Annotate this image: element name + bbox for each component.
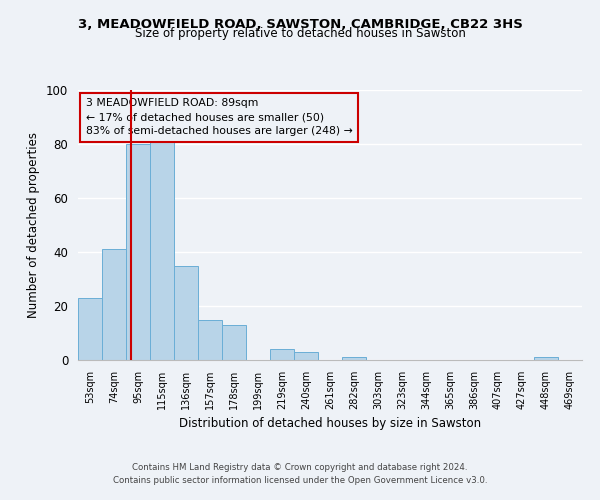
Bar	[126, 144, 150, 360]
Y-axis label: Number of detached properties: Number of detached properties	[28, 132, 40, 318]
Text: 3 MEADOWFIELD ROAD: 89sqm
← 17% of detached houses are smaller (50)
83% of semi-: 3 MEADOWFIELD ROAD: 89sqm ← 17% of detac…	[86, 98, 352, 136]
Bar	[294, 352, 318, 360]
Text: Size of property relative to detached houses in Sawston: Size of property relative to detached ho…	[134, 28, 466, 40]
Bar	[78, 298, 102, 360]
Bar	[222, 325, 246, 360]
Bar	[270, 349, 294, 360]
Bar	[342, 358, 366, 360]
Bar	[534, 358, 558, 360]
Bar	[198, 320, 222, 360]
Bar	[174, 266, 198, 360]
X-axis label: Distribution of detached houses by size in Sawston: Distribution of detached houses by size …	[179, 418, 481, 430]
Bar	[150, 133, 174, 360]
Bar	[102, 250, 126, 360]
Text: Contains HM Land Registry data © Crown copyright and database right 2024.
Contai: Contains HM Land Registry data © Crown c…	[113, 463, 487, 485]
Text: 3, MEADOWFIELD ROAD, SAWSTON, CAMBRIDGE, CB22 3HS: 3, MEADOWFIELD ROAD, SAWSTON, CAMBRIDGE,…	[77, 18, 523, 30]
